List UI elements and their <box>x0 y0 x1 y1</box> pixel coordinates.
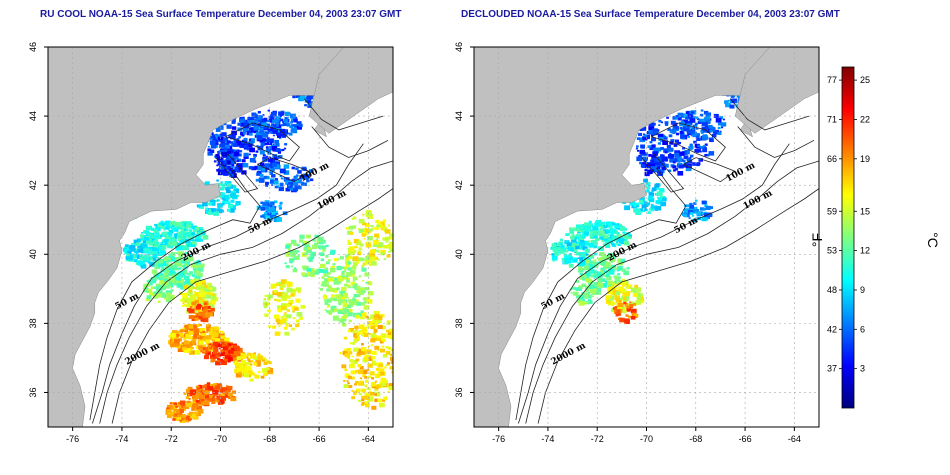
contour-line <box>225 122 300 162</box>
contour-line <box>215 153 259 193</box>
fahrenheit-unit-label: °F <box>809 233 825 247</box>
contour-line <box>537 188 819 424</box>
colorbar-fahrenheit-label: 71 <box>827 114 837 124</box>
lon-tick-label: -76 <box>66 434 79 444</box>
left-bathymetry-contours <box>89 98 393 424</box>
contour-line <box>525 160 819 424</box>
lon-tick-label: -64 <box>788 434 801 444</box>
contour-line <box>651 122 726 162</box>
lon-tick-label: -68 <box>263 434 276 444</box>
lat-tick-label: 42 <box>454 180 464 190</box>
colorbar-celsius-label: 19 <box>860 154 870 164</box>
lat-tick-label: 44 <box>28 111 38 121</box>
lon-tick-label: -66 <box>313 434 326 444</box>
left-grid <box>48 47 393 427</box>
contour-line <box>641 153 685 193</box>
colorbar-fahrenheit-label: 66 <box>827 154 837 164</box>
colorbar-celsius-label: 22 <box>860 114 870 124</box>
contour-line <box>99 160 393 424</box>
lat-tick-label: 46 <box>454 42 464 52</box>
colorbar-celsius-label: 15 <box>860 206 870 216</box>
colorbar-celsius-label: 9 <box>860 285 865 295</box>
right-panel-title: DECLOUDED NOAA-15 Sea Surface Temperatur… <box>461 9 840 20</box>
celsius-unit-label: °C <box>925 232 941 248</box>
lon-tick-label: -64 <box>362 434 375 444</box>
lat-tick-label: 46 <box>28 42 38 52</box>
lon-tick-label: -72 <box>591 434 604 444</box>
colorbar-celsius-label: 6 <box>860 324 865 334</box>
right-bathymetry-contours <box>515 98 819 424</box>
colorbar-celsius-label: 12 <box>860 246 870 256</box>
colorbar-fahrenheit-label: 77 <box>827 75 837 85</box>
contour-line <box>515 167 687 421</box>
contour-line <box>303 98 384 131</box>
lat-tick-label: 40 <box>28 249 38 259</box>
lat-tick-label: 38 <box>28 318 38 328</box>
colorbar-celsius-label: 3 <box>860 364 865 374</box>
lat-tick-label: 36 <box>454 387 464 397</box>
lon-tick-label: -74 <box>541 434 554 444</box>
lat-tick-label: 42 <box>28 180 38 190</box>
left-panel-title: RU COOL NOAA-15 Sea Surface Temperature … <box>40 9 402 20</box>
contour-line <box>92 143 364 424</box>
colorbar-celsius-label: 25 <box>860 75 870 85</box>
contour-line <box>737 126 815 158</box>
lon-tick-label: -74 <box>115 434 128 444</box>
colorbar-fahrenheit-label: 59 <box>827 206 837 216</box>
contour-line <box>311 126 389 158</box>
contour-line <box>111 188 393 424</box>
lat-tick-label: 38 <box>454 318 464 328</box>
colorbar: 3 37 6 42 9 48 12 53 15 59 19 66 22 71 25 77 °F °C <box>809 66 941 409</box>
right-land-nova-scotia <box>734 47 819 134</box>
lon-tick-label: -66 <box>739 434 752 444</box>
lon-tick-label: -72 <box>165 434 178 444</box>
lat-tick-label: 40 <box>454 249 464 259</box>
lon-tick-label: -68 <box>689 434 702 444</box>
lon-tick-label: -70 <box>640 434 653 444</box>
lat-tick-label: 44 <box>454 111 464 121</box>
contour-line <box>518 143 790 424</box>
colorbar-fahrenheit-label: 42 <box>827 324 837 334</box>
contour-line <box>89 167 261 421</box>
lat-tick-label: 36 <box>28 387 38 397</box>
right-grid <box>474 47 819 427</box>
lon-tick-label: -76 <box>492 434 505 444</box>
colorbar-fahrenheit-label: 48 <box>827 285 837 295</box>
left-land-nova-scotia <box>308 47 393 134</box>
lon-tick-label: -70 <box>214 434 227 444</box>
colorbar-fahrenheit-label: 37 <box>827 364 837 374</box>
contour-line <box>729 98 810 131</box>
colorbar-gradient <box>841 66 855 409</box>
colorbar-fahrenheit-label: 53 <box>827 246 837 256</box>
